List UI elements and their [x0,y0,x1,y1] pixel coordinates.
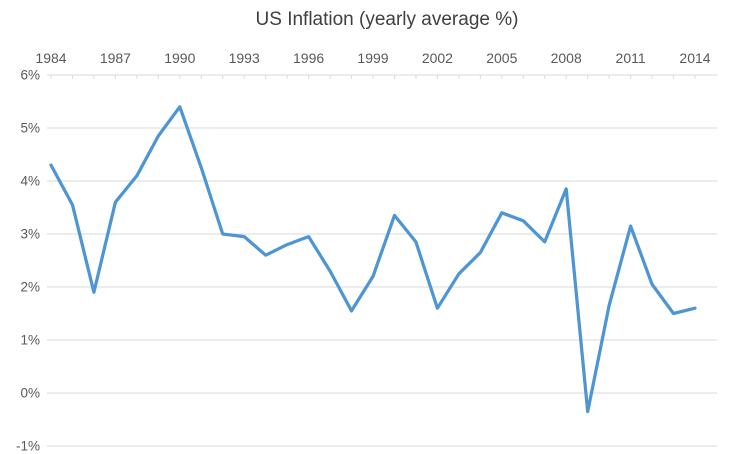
y-tick-label: -1% [16,439,40,454]
y-tick-label: 3% [20,227,40,242]
x-tick-label: 1999 [357,50,388,66]
axis-labels-group: 6% 5% 4% 3% 2% 1% 0% -1% 1984 1987 1990 1993 1996 199… [16,50,711,454]
x-tick-label: 2002 [422,50,453,66]
x-tick-label: 1993 [229,50,260,66]
x-tick-label: 1990 [164,50,195,66]
x-tick-label: 2008 [551,50,582,66]
x-tick-label: 1987 [100,50,131,66]
x-tick-label: 2014 [679,50,710,66]
x-tick-label: 2005 [486,50,517,66]
x-tick-label: 1984 [35,50,66,66]
y-tick-label: 0% [20,386,40,401]
y-tick-label: 2% [20,280,40,295]
data-series-group [49,105,697,414]
gridlines-group [47,74,717,447]
y-tick-label: 1% [20,333,40,348]
chart-title: US Inflation (yearly average %) [256,9,519,30]
y-tick-label: 5% [20,121,40,136]
x-tick-label: 1996 [293,50,324,66]
x-tick-label: 2011 [616,50,646,66]
axis-ticks-group [50,75,696,79]
y-tick-label: 4% [20,174,40,189]
inflation-line-series [49,105,697,414]
y-tick-label: 6% [20,68,40,83]
